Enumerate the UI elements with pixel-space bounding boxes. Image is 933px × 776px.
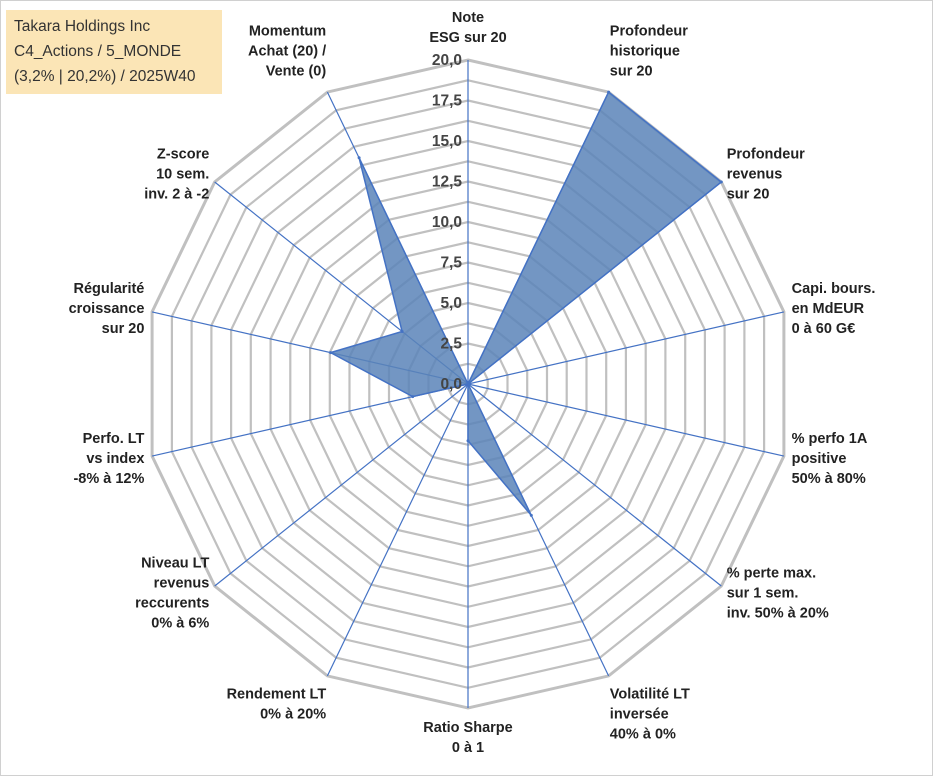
axis-label: Profondeur revenus sur 20	[727, 147, 805, 203]
data-point	[329, 351, 333, 355]
axis-spoke	[467, 311, 785, 385]
axis-label-line: % perfo 1A	[792, 431, 868, 447]
axis-label-line: ESG sur 20	[429, 30, 506, 46]
axis-label-line: inversée	[610, 707, 669, 723]
axis-label-line: inv. 2 à -2	[144, 187, 209, 203]
axis-label-line: Profondeur	[610, 23, 688, 39]
tick-label: 15,0	[432, 133, 462, 150]
tick-label: 5,0	[440, 295, 462, 312]
axis-label: Capi. bours. en MdEUR 0 à 60 G€	[792, 281, 876, 337]
axis-label-line: 10 sem.	[156, 167, 209, 183]
axis-label: Profondeur historique sur 20	[610, 23, 688, 79]
data-point	[466, 382, 470, 386]
axis-label: Ratio Sharpe 0 à 1	[423, 720, 512, 756]
axis-label-line: Capi. bours.	[792, 281, 876, 297]
axis-label-line: en MdEUR	[792, 301, 865, 317]
axis-label-line: Perfo. LT	[83, 431, 145, 447]
axis-label-line: Vente (0)	[266, 63, 327, 79]
axis-label-line: revenus	[727, 167, 783, 183]
data-point	[529, 513, 533, 517]
axis-label-line: 0% à 20%	[260, 707, 326, 723]
axis-label-line: Achat (20) /	[248, 43, 326, 59]
axis-label-line: sur 1 sem.	[727, 586, 799, 602]
data-point	[719, 180, 723, 184]
axis-label-line: Rendement LT	[227, 687, 327, 703]
data-point	[400, 330, 404, 333]
axis-label: Régularité croissance sur 20	[69, 281, 145, 337]
axis-label-line: -8% à 12%	[73, 471, 144, 487]
axis-label-line: historique	[610, 43, 680, 59]
tick-label: 20,0	[432, 52, 462, 69]
axis-label-line: % perte max.	[727, 566, 816, 582]
axis-label: Niveau LT revenus reccurents 0% à 6%	[135, 556, 209, 632]
axis-label-line: 0% à 6%	[151, 616, 209, 632]
axis-label-line: Momentum	[249, 23, 326, 39]
tick-label: 7,5	[440, 255, 462, 272]
tick-label: 12,5	[432, 174, 463, 191]
axis-label-line: inv. 50% à 20%	[727, 606, 829, 622]
category-label: C4_Actions / 5_MONDE	[14, 43, 182, 60]
tick-label: 17,5	[432, 93, 463, 110]
tick-label: 10,0	[432, 214, 462, 231]
axis-label-line: sur 20	[610, 63, 653, 79]
radar-series	[328, 90, 723, 517]
axis-label-line: sur 20	[727, 187, 770, 203]
axis-label-line: Volatilité LT	[610, 687, 690, 703]
company-name: Takara Holdings Inc	[14, 18, 151, 35]
axis-label: Volatilité LT inversée 40% à 0%	[610, 687, 690, 743]
axis-label-line: croissance	[69, 301, 145, 317]
axis-labels: Note ESG sur 20 Profondeur historique sur 20…	[69, 10, 876, 756]
axis-spoke	[214, 383, 469, 587]
axis-label-line: Niveau LT	[141, 556, 209, 572]
axis-label: Momentum Achat (20) / Vente (0)	[248, 23, 326, 79]
axis-label: % perfo 1A positive 50% à 80%	[792, 431, 868, 487]
axis-label: Note ESG sur 20	[429, 10, 506, 46]
axis-label-line: vs index	[86, 451, 144, 467]
axis-label-line: 50% à 80%	[792, 471, 866, 487]
axis-spoke	[467, 383, 785, 457]
axis-label-line: revenus	[154, 576, 210, 592]
axis-label: Rendement LT 0% à 20%	[227, 687, 327, 723]
axis-label-line: Régularité	[73, 281, 144, 297]
axis-label: Perfo. LT vs index -8% à 12%	[73, 431, 144, 487]
tick-label: 2,5	[440, 336, 462, 353]
data-point	[411, 395, 415, 399]
axis-label-line: sur 20	[102, 321, 145, 337]
data-point	[357, 156, 361, 160]
info-box: Takara Holdings Inc C4_Actions / 5_MONDE…	[6, 10, 222, 94]
axis-spoke	[326, 383, 469, 677]
series-area	[328, 90, 723, 516]
axis-label-line: positive	[792, 451, 847, 467]
axis-label-line: Profondeur	[727, 147, 805, 163]
axis-label: Z-score 10 sem. inv. 2 à -2	[144, 147, 209, 203]
data-point	[466, 439, 470, 443]
axis-label-line: 40% à 0%	[610, 727, 676, 743]
period-label: (3,2% | 20,2%) / 2025W40	[14, 68, 196, 85]
axis-label-line: Ratio Sharpe	[423, 720, 512, 736]
axis-label-line: reccurents	[135, 596, 209, 612]
axis-label-line: Z-score	[157, 147, 209, 163]
axis-label: % perte max. sur 1 sem. inv. 50% à 20%	[727, 566, 829, 622]
axis-label-line: Note	[452, 10, 484, 26]
data-point	[607, 90, 611, 94]
tick-label: 0,0	[440, 376, 462, 393]
axis-spoke	[467, 383, 722, 587]
axis-label-line: 0 à 60 G€	[792, 321, 856, 337]
radial-tick-labels: 0,0 2,5 5,0 7,5 10,0 12,5 15,0 17,5 20,0	[432, 52, 463, 393]
axis-label-line: 0 à 1	[452, 740, 484, 756]
